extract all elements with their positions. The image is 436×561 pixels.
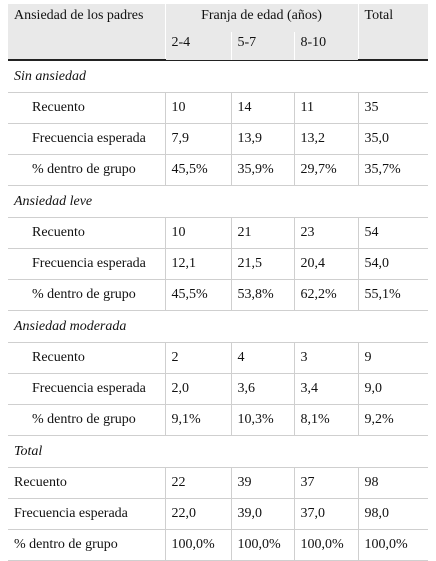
age-header-5-7: 5-7 [231,32,295,61]
row-label: % dentro de grupo [8,154,166,186]
value-cell: 39,0 [231,498,295,530]
table-row: Recuento 10 21 23 54 [8,217,429,249]
total-cell: 35,0 [358,123,429,155]
table-row: Frecuencia esperada 2,0 3,6 3,4 9,0 [8,373,429,405]
value-cell: 2 [165,342,232,374]
total-cell: 98 [358,467,429,499]
row-label: Recuento [8,217,166,249]
value-cell: 62,2% [294,279,359,311]
value-cell: 22,0 [165,498,232,530]
table-row: % dentro de grupo 45,5% 35,9% 29,7% 35,7% [8,154,429,186]
group-title: Ansiedad leve [8,185,429,218]
value-cell: 23 [294,217,359,249]
value-cell: 7,9 [165,123,232,155]
value-cell: 3,6 [231,373,295,405]
value-cell: 3 [294,342,359,374]
group-title: Ansiedad moderada [8,310,429,343]
table-row: Frecuencia esperada 7,9 13,9 13,2 35,0 [8,123,429,155]
row-label: Frecuencia esperada [8,248,166,280]
age-band-label: Franja de edad (años) [201,8,322,23]
row-label-header: Ansiedad de los padres [8,4,166,32]
row-label: Frecuencia esperada [8,373,166,405]
value-cell: 21 [231,217,295,249]
header-row-ages: 2-4 5-7 8-10 [8,32,429,61]
value-cell: 4 [231,342,295,374]
value-cell: 29,7% [294,154,359,186]
value-cell: 3,4 [294,373,359,405]
value-cell: 35,9% [231,154,295,186]
value-cell: 8,1% [294,404,359,436]
value-cell: 13,9 [231,123,295,155]
table-row: % dentro de grupo 9,1% 10,3% 8,1% 9,2% [8,404,429,436]
crosstab-body: Sin ansiedad Recuento 10 14 11 35 Frecuencia e… [8,60,429,561]
value-cell: 9,1% [165,404,232,436]
group-title: Sin ansiedad [8,60,429,93]
value-cell: 20,4 [294,248,359,280]
value-cell: 22 [165,467,232,499]
group-title: Total [8,435,429,468]
value-cell: 10,3% [231,404,295,436]
value-cell: 13,2 [294,123,359,155]
group-header-row: Sin ansiedad [8,60,429,93]
table-row: Frecuencia esperada 12,1 21,5 20,4 54,0 [8,248,429,280]
group-header-row: Total [8,435,429,468]
anxiety-age-crosstab: Ansiedad de los padres Franja de edad (a… [8,4,429,561]
value-cell: 12,1 [165,248,232,280]
total-cell: 54,0 [358,248,429,280]
crosstab-container: Ansiedad de los padres Franja de edad (a… [8,4,429,561]
total-cell: 35 [358,92,429,124]
age-header-8-10: 8-10 [294,32,359,61]
value-cell: 39 [231,467,295,499]
total-cell: 98,0 [358,498,429,530]
table-row: % dentro de grupo 45,5% 53,8% 62,2% 55,1% [8,279,429,311]
table-row: Recuento 10 14 11 35 [8,92,429,124]
value-cell: 11 [294,92,359,124]
value-cell: 53,8% [231,279,295,311]
value-cell: 10 [165,217,232,249]
age-band-header: Franja de edad (años) [165,4,359,32]
row-label: Frecuencia esperada [8,498,166,530]
age-header-2-4: 2-4 [165,32,232,61]
table-row: Frecuencia esperada 22,0 39,0 37,0 98,0 [8,498,429,530]
value-cell: 10 [165,92,232,124]
value-cell: 37 [294,467,359,499]
row-label: % dentro de grupo [8,279,166,311]
total-header: Total [358,4,429,32]
total-cell: 54 [358,217,429,249]
total-cell: 9 [358,342,429,374]
row-label: % dentro de grupo [8,404,166,436]
value-cell: 2,0 [165,373,232,405]
group-header-row: Ansiedad moderada [8,310,429,343]
total-cell: 35,7% [358,154,429,186]
value-cell: 37,0 [294,498,359,530]
row-label: Recuento [8,467,166,499]
total-header-blank [358,32,429,61]
table-row: Recuento 2 4 3 9 [8,342,429,374]
value-cell: 14 [231,92,295,124]
row-label: Recuento [8,342,166,374]
total-cell: 9,0 [358,373,429,405]
total-cell: 55,1% [358,279,429,311]
header-row-top: Ansiedad de los padres Franja de edad (a… [8,4,429,32]
row-label: Frecuencia esperada [8,123,166,155]
row-label-header-blank [8,32,166,61]
value-cell: 45,5% [165,279,232,311]
total-cell: 9,2% [358,404,429,436]
value-cell: 45,5% [165,154,232,186]
table-row: Recuento 22 39 37 98 [8,467,429,499]
group-header-row: Ansiedad leve [8,185,429,218]
row-label: Recuento [8,92,166,124]
value-cell: 21,5 [231,248,295,280]
